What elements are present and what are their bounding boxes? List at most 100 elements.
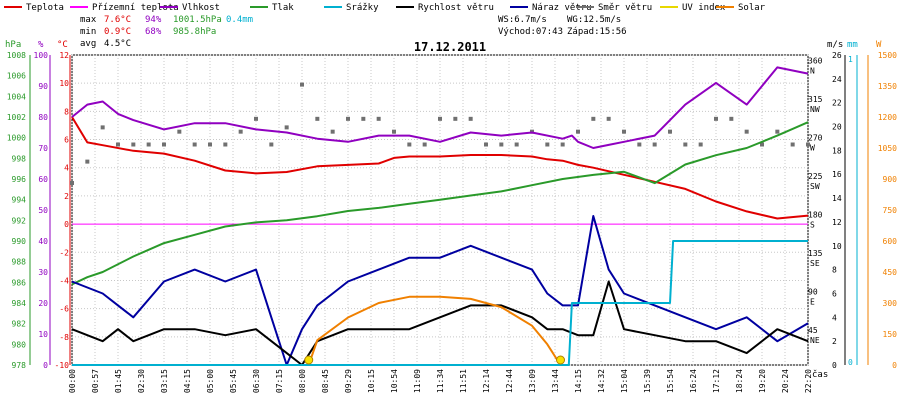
dir-tick-label: N: [810, 67, 815, 76]
time-tick-label: 14:32: [597, 369, 606, 393]
hpa-tick-label: 998: [12, 154, 27, 163]
wind-dir-point: [162, 142, 166, 147]
time-tick-label: 15:04: [620, 369, 629, 393]
w-tick-label: 1350: [878, 82, 897, 91]
ms-tick-label: 10: [832, 242, 842, 251]
stat-max-temp: 7.6°C: [104, 15, 131, 25]
dir-tick-label: NW: [810, 105, 820, 114]
wind-dir-point: [223, 142, 228, 147]
wind-dir-point: [622, 129, 626, 134]
time-tick-label: 01:45: [114, 369, 123, 393]
stat-min-hum: 68%: [145, 27, 162, 37]
degc-tick-label: 8: [64, 107, 69, 116]
hpa-tick-label: 986: [12, 278, 27, 287]
w-tick-label: 1050: [878, 144, 897, 153]
pct-tick-label: 60: [38, 175, 48, 184]
time-tick-label: 03:15: [160, 369, 169, 393]
pct-tick-label: 100: [34, 51, 49, 60]
sunrise-marker: [304, 355, 314, 365]
ms-tick-label: 4: [832, 313, 837, 322]
time-tick-label: 11:34: [436, 369, 445, 393]
mm-tick-label: 0: [848, 358, 853, 367]
degc-tick-label: 12: [59, 51, 69, 60]
wind-dir-point: [560, 142, 565, 147]
time-tick-label: 13:44: [551, 369, 560, 393]
wind-dir-point: [714, 116, 718, 121]
ms-tick-label: 22: [832, 99, 842, 108]
dir-tick-label: NE: [810, 336, 820, 345]
wind-dir-point: [606, 116, 611, 121]
pct-tick-label: 80: [38, 113, 48, 122]
time-tick-label: 05:00: [206, 369, 215, 393]
time-tick-label: 06:30: [252, 369, 261, 393]
degc-tick-label: 4: [64, 164, 69, 173]
legend: Teplota Přízemní teplota Vlhkost Tlak Srážky…: [4, 3, 766, 13]
wind-dir-point: [146, 142, 151, 147]
dir-tick-label: 45: [808, 326, 818, 335]
time-tick-label: 12:14: [482, 369, 491, 393]
sunset-time: Západ:15:56: [567, 27, 627, 37]
dir-tick-label: S: [810, 221, 815, 230]
stat-max-press: 1001.5hPa: [173, 15, 222, 25]
series-solar: [307, 295, 562, 366]
w-tick-label: 1500: [878, 51, 897, 60]
hpa-tick-label: 1004: [7, 92, 26, 101]
hpa-tick-label: 1002: [7, 113, 26, 122]
pct-tick-label: 40: [38, 237, 48, 246]
stat-max-rain: 0.4mm: [226, 15, 253, 25]
wind-dir-point: [422, 142, 427, 147]
wind-dir-point: [484, 142, 488, 147]
sunset-marker: [556, 355, 566, 365]
hpa-tick-label: 1006: [7, 72, 26, 81]
unit-w: W: [876, 40, 882, 50]
time-tick-label: 11:09: [413, 369, 422, 393]
hpa-tick-label: 984: [12, 299, 27, 308]
series-sr-ky: [72, 240, 808, 366]
degc-tick-label: -10: [55, 361, 70, 370]
stat-max-label: max: [80, 15, 97, 25]
wind-dir-point: [744, 129, 749, 134]
wind-dir-point: [376, 116, 381, 121]
time-tick-label: 04:15: [183, 369, 192, 393]
legend-label-6: Náraz větru: [532, 3, 592, 13]
wind-dir-point: [177, 129, 182, 134]
series-tlak: [71, 121, 809, 286]
time-tick-label: 17:12: [712, 369, 721, 393]
series-rychlost-v-tru: [71, 280, 809, 366]
wind-dir-point: [284, 125, 289, 130]
wind-dir-point: [85, 159, 90, 164]
wind-dir-point: [346, 116, 350, 121]
hpa-tick-label: 1008: [7, 51, 26, 60]
wind-dir-point: [468, 116, 473, 121]
wind-dir-point: [407, 142, 412, 147]
grid: [71, 54, 809, 366]
time-tick-label: 10:54: [390, 369, 399, 393]
legend-label-7: Směr větru: [598, 3, 652, 13]
ms-tick-label: 8: [832, 266, 837, 275]
dir-tick-label: SE: [810, 259, 820, 268]
ms-tick-label: 20: [832, 123, 842, 132]
wind-dir-point: [514, 142, 519, 147]
wind-dir-point: [438, 116, 442, 121]
wind-dir-point: [790, 142, 795, 147]
dir-tick-label: W: [810, 144, 815, 153]
wind-dir-point: [131, 142, 136, 147]
wind-dir-point: [668, 129, 672, 134]
time-tick-label: 20:24: [781, 369, 790, 393]
time-tick-label: 15:39: [643, 369, 652, 393]
wind-dir-point: [683, 142, 688, 147]
w-tick-label: 300: [883, 299, 898, 308]
ms-tick-label: 14: [832, 194, 842, 203]
pct-tick-label: 30: [38, 268, 48, 277]
wind-dir-point: [576, 129, 580, 134]
degc-tick-label: -2: [59, 248, 69, 257]
w-tick-label: 900: [883, 175, 898, 184]
unit-hpa: hPa: [5, 40, 21, 50]
w-tick-label: 0: [892, 361, 897, 370]
pct-tick-label: 50: [38, 206, 48, 215]
time-tick-label: 09:29: [344, 369, 353, 393]
wind-dir-point: [254, 116, 258, 121]
wind-dir-point: [315, 116, 320, 121]
time-tick-label: 16:24: [689, 369, 698, 393]
